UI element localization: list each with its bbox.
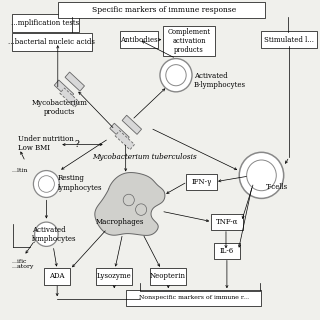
Text: Resting
lymphocytes: Resting lymphocytes (58, 174, 102, 192)
FancyBboxPatch shape (214, 243, 240, 259)
Text: ?: ? (74, 140, 79, 149)
Text: Neopterin: Neopterin (150, 273, 186, 280)
FancyBboxPatch shape (126, 290, 261, 306)
Text: ...bacterial nucleic acids: ...bacterial nucleic acids (8, 38, 95, 46)
Circle shape (160, 59, 192, 92)
FancyBboxPatch shape (12, 14, 79, 32)
Polygon shape (115, 131, 134, 150)
FancyBboxPatch shape (44, 268, 70, 285)
FancyBboxPatch shape (150, 268, 186, 285)
Text: ...ltin: ...ltin (12, 168, 28, 173)
Text: Macrophages: Macrophages (95, 219, 144, 227)
Text: Lysozyme: Lysozyme (97, 273, 132, 280)
Polygon shape (60, 88, 79, 107)
Circle shape (239, 152, 284, 198)
Text: Under nutrition
Low BMI: Under nutrition Low BMI (18, 135, 73, 152)
FancyBboxPatch shape (163, 26, 215, 56)
Polygon shape (122, 115, 141, 134)
Circle shape (35, 222, 58, 246)
Polygon shape (95, 172, 165, 236)
Text: T-cells: T-cells (266, 183, 288, 191)
FancyBboxPatch shape (186, 174, 217, 190)
FancyBboxPatch shape (119, 31, 158, 48)
Text: Complement
activation
products: Complement activation products (167, 28, 211, 54)
Polygon shape (54, 80, 74, 99)
Text: Specific markers of immune response: Specific markers of immune response (92, 6, 236, 14)
FancyBboxPatch shape (59, 2, 266, 18)
Text: Antibodies: Antibodies (120, 36, 158, 44)
Text: Stimulated l...: Stimulated l... (264, 36, 314, 44)
Polygon shape (65, 72, 84, 91)
FancyBboxPatch shape (96, 268, 132, 285)
Polygon shape (110, 123, 129, 142)
FancyBboxPatch shape (261, 31, 317, 48)
Text: IL-6: IL-6 (220, 247, 234, 255)
FancyBboxPatch shape (211, 214, 243, 230)
Text: ...mplification tests: ...mplification tests (12, 19, 79, 27)
Text: Activated
B-lymphocytes: Activated B-lymphocytes (194, 72, 245, 89)
Text: IFN-γ: IFN-γ (191, 178, 211, 186)
Text: ...ific
...atory: ...ific ...atory (12, 259, 34, 269)
FancyBboxPatch shape (12, 33, 92, 51)
Text: Mycobacterium tuberculosis: Mycobacterium tuberculosis (92, 154, 196, 162)
Text: Mycobacterium
products: Mycobacterium products (31, 99, 87, 116)
Text: Nonspecific markers of immune r...: Nonspecific markers of immune r... (139, 295, 249, 300)
Circle shape (33, 171, 59, 197)
Text: Activated
lymphocytes: Activated lymphocytes (32, 226, 76, 243)
Text: ADA: ADA (49, 273, 65, 280)
Text: TNF-α: TNF-α (216, 218, 238, 226)
